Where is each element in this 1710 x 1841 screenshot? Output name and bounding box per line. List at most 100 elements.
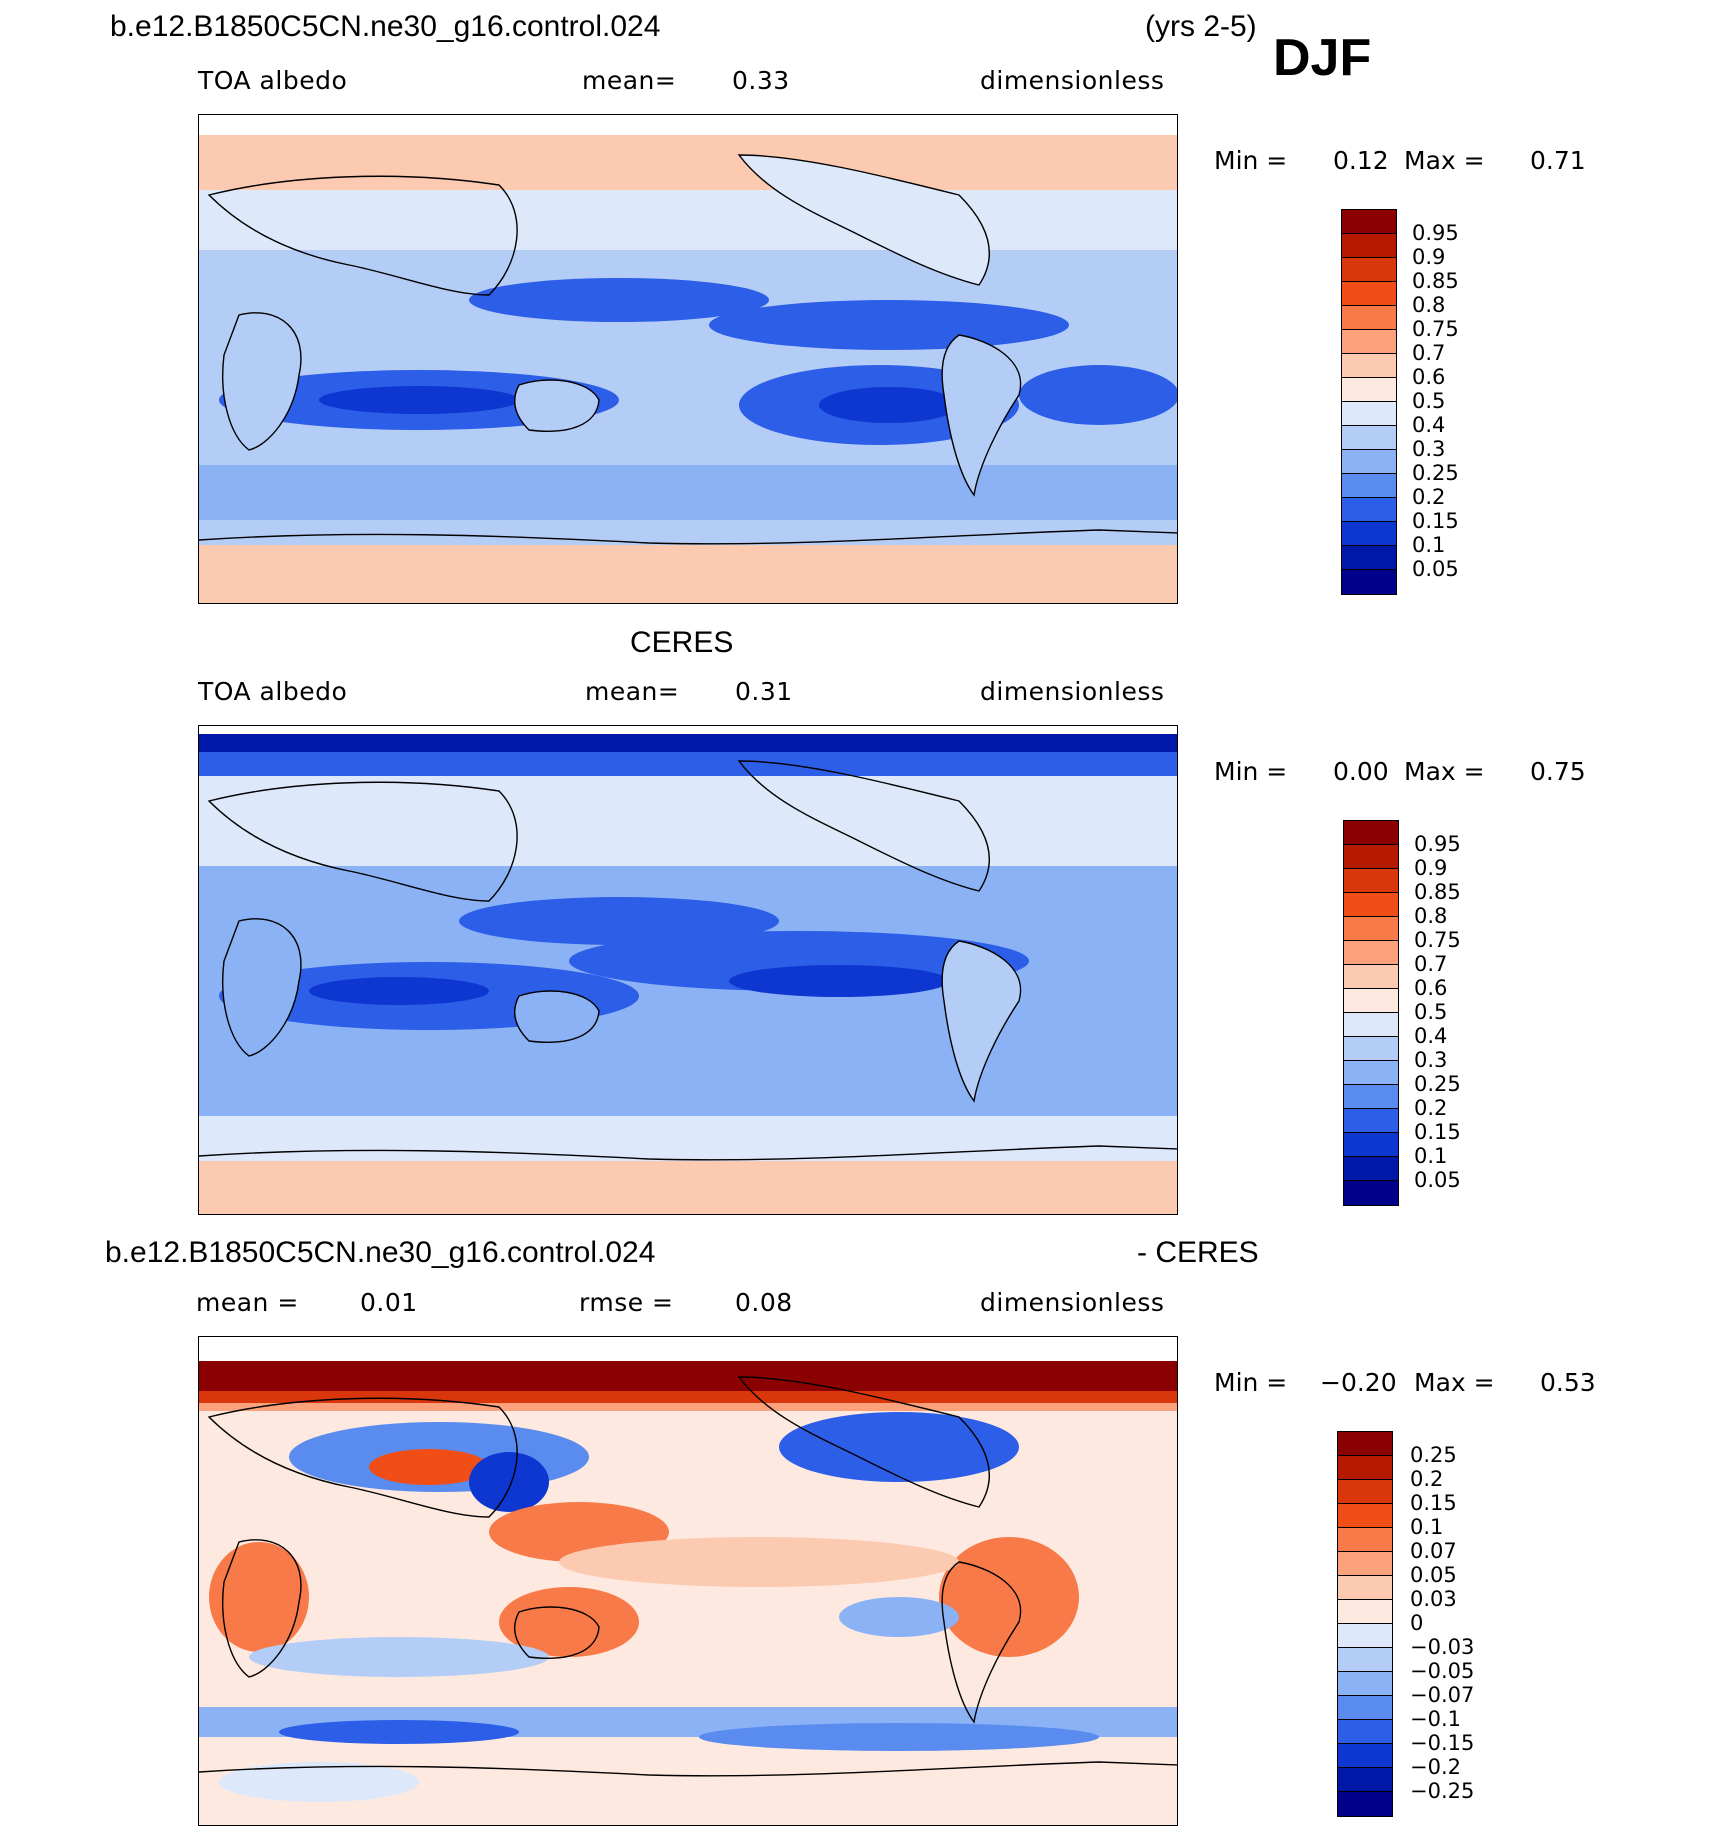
- colorbar-tick-label: 0.15: [1414, 1120, 1461, 1144]
- colorbar-cell: [1338, 1600, 1392, 1624]
- colorbar-tick-label: 0.1: [1414, 1144, 1448, 1168]
- colorbar-tick-label: 0.25: [1410, 1443, 1457, 1467]
- panel3-max-label: Max =: [1414, 1368, 1495, 1397]
- panel2-title: CERES: [630, 626, 734, 659]
- colorbar-tick-label: 0.2: [1412, 485, 1446, 509]
- colorbar-cell: [1338, 1624, 1392, 1648]
- colorbar-tick-label: 0.5: [1412, 389, 1446, 413]
- panel3-rmse-value: 0.08: [735, 1288, 793, 1317]
- colorbar-cell: [1344, 1181, 1398, 1205]
- colorbar-tick-label: 0.25: [1412, 461, 1459, 485]
- colorbar-tick-label: −0.15: [1410, 1731, 1475, 1755]
- panel3-min-value: −0.20: [1320, 1368, 1397, 1397]
- colorbar-tick-label: 0.2: [1414, 1096, 1448, 1120]
- colorbar-cell: [1342, 378, 1396, 402]
- colorbar-tick-label: 0.15: [1410, 1491, 1457, 1515]
- colorbar-tick-label: 0.05: [1410, 1563, 1457, 1587]
- years-label: (yrs 2-5): [1145, 10, 1257, 43]
- panel2-map: [198, 725, 1178, 1215]
- colorbar-tick-label: 0.7: [1414, 952, 1448, 976]
- panel1-min-value: 0.12: [1333, 146, 1389, 175]
- panel1-map: [198, 114, 1178, 604]
- panel2-colorbar: [1343, 820, 1399, 1206]
- panel1-min-label: Min =: [1214, 146, 1288, 175]
- colorbar-cell: [1342, 474, 1396, 498]
- panel2-min-value: 0.00: [1333, 757, 1389, 786]
- colorbar-tick-label: 0.25: [1414, 1072, 1461, 1096]
- panel2-min-label: Min =: [1214, 757, 1288, 786]
- panel2-mean-value: 0.31: [735, 677, 793, 706]
- colorbar-cell: [1338, 1672, 1392, 1696]
- colorbar-tick-label: −0.05: [1410, 1659, 1475, 1683]
- colorbar-cell: [1342, 234, 1396, 258]
- colorbar-tick-label: 0.75: [1414, 928, 1461, 952]
- colorbar-cell: [1344, 1133, 1398, 1157]
- colorbar-tick-label: 0.75: [1412, 317, 1459, 341]
- colorbar-cell: [1342, 330, 1396, 354]
- colorbar-cell: [1342, 402, 1396, 426]
- colorbar-cell: [1338, 1744, 1392, 1768]
- panel3-max-value: 0.53: [1540, 1368, 1596, 1397]
- colorbar-cell: [1344, 1157, 1398, 1181]
- colorbar-tick-label: 0.05: [1414, 1168, 1461, 1192]
- colorbar-tick-label: 0: [1410, 1611, 1424, 1635]
- panel2-variable-label: TOA albedo: [198, 677, 348, 706]
- colorbar-tick-label: 0.6: [1414, 976, 1448, 1000]
- colorbar-cell: [1342, 546, 1396, 570]
- colorbar-tick-label: 0.5: [1414, 1000, 1448, 1024]
- colorbar-cell: [1342, 570, 1396, 594]
- colorbar-tick-label: 0.3: [1414, 1048, 1448, 1072]
- colorbar-cell: [1338, 1720, 1392, 1744]
- colorbar-cell: [1342, 426, 1396, 450]
- colorbar-cell: [1342, 306, 1396, 330]
- colorbar-cell: [1338, 1696, 1392, 1720]
- colorbar-tick-label: 0.07: [1410, 1539, 1457, 1563]
- panel3-map: [198, 1336, 1178, 1826]
- colorbar-tick-label: −0.03: [1410, 1635, 1475, 1659]
- colorbar-tick-label: 0.1: [1410, 1515, 1444, 1539]
- colorbar-cell: [1338, 1528, 1392, 1552]
- colorbar-cell: [1344, 989, 1398, 1013]
- panel3-rmse-label: rmse =: [579, 1288, 674, 1317]
- colorbar-cell: [1338, 1552, 1392, 1576]
- panel1-variable-label: TOA albedo: [198, 66, 348, 95]
- panel3-title-right: - CERES: [1137, 1236, 1259, 1269]
- colorbar-tick-label: 0.4: [1412, 413, 1446, 437]
- colorbar-cell: [1344, 1085, 1398, 1109]
- colorbar-cell: [1344, 869, 1398, 893]
- colorbar-cell: [1344, 1061, 1398, 1085]
- colorbar-cell: [1338, 1456, 1392, 1480]
- colorbar-cell: [1342, 210, 1396, 234]
- colorbar-tick-label: 0.3: [1412, 437, 1446, 461]
- colorbar-tick-label: 0.7: [1412, 341, 1446, 365]
- colorbar-cell: [1338, 1648, 1392, 1672]
- panel3-title-left: b.e12.B1850C5CN.ne30_g16.control.024: [105, 1236, 656, 1269]
- panel1-units: dimensionless: [980, 66, 1165, 95]
- colorbar-cell: [1344, 1037, 1398, 1061]
- colorbar-cell: [1344, 965, 1398, 989]
- colorbar-cell: [1342, 498, 1396, 522]
- colorbar-tick-label: 0.95: [1414, 832, 1461, 856]
- colorbar-cell: [1344, 1109, 1398, 1133]
- colorbar-tick-label: 0.8: [1414, 904, 1448, 928]
- panel1-mean-label: mean=: [582, 66, 677, 95]
- colorbar-cell: [1338, 1480, 1392, 1504]
- colorbar-cell: [1344, 917, 1398, 941]
- colorbar-tick-label: 0.6: [1412, 365, 1446, 389]
- colorbar-cell: [1344, 1013, 1398, 1037]
- colorbar-cell: [1342, 522, 1396, 546]
- colorbar-cell: [1338, 1432, 1392, 1456]
- colorbar-tick-label: 0.15: [1412, 509, 1459, 533]
- panel3-map-svg: [199, 1337, 1177, 1825]
- colorbar-cell: [1338, 1504, 1392, 1528]
- panel3-mean-label: mean =: [196, 1288, 299, 1317]
- colorbar-cell: [1338, 1792, 1392, 1816]
- colorbar-cell: [1338, 1768, 1392, 1792]
- colorbar-cell: [1342, 258, 1396, 282]
- panel2-map-svg: [199, 726, 1177, 1214]
- colorbar-cell: [1344, 893, 1398, 917]
- colorbar-cell: [1342, 450, 1396, 474]
- colorbar-cell: [1338, 1576, 1392, 1600]
- panel1-max-value: 0.71: [1530, 146, 1586, 175]
- panel2-units: dimensionless: [980, 677, 1165, 706]
